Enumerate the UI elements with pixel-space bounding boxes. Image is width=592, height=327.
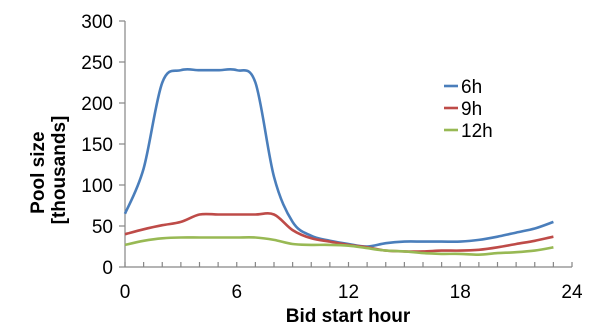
x-tick-label: 12	[338, 282, 359, 303]
x-axis-ticks: 0 6 12 18 24	[120, 262, 583, 303]
x-tick-label: 18	[450, 282, 471, 303]
x-tick-label: 24	[561, 282, 583, 303]
legend-label-6h: 6h	[461, 77, 482, 98]
y-axis-title-line-1: Pool size	[28, 131, 49, 213]
y-tick-label: 100	[81, 176, 113, 197]
x-tick-label: 0	[120, 282, 131, 303]
x-tick-label: 6	[231, 282, 242, 303]
series-line-9h	[124, 212, 554, 253]
y-axis-title: Pool size [thousands]	[28, 116, 70, 225]
series-line-12h	[124, 236, 554, 257]
y-tick-label: 0	[102, 258, 113, 279]
series-line-6h	[123, 67, 554, 248]
y-axis-title-line-2: [thousands]	[49, 116, 70, 225]
legend-label-12h: 12h	[461, 121, 493, 142]
x-axis-title: Bid start hour	[286, 306, 411, 327]
y-tick-label: 300	[81, 12, 113, 33]
series-lines	[123, 67, 554, 257]
y-tick-label: 200	[81, 94, 113, 115]
legend-label-9h: 9h	[461, 99, 482, 120]
y-axis-ticks: 0 50 100 150 200 250 300	[81, 12, 125, 279]
y-tick-label: 50	[92, 217, 113, 238]
y-tick-label: 250	[81, 53, 113, 74]
y-tick-label: 150	[81, 135, 113, 156]
